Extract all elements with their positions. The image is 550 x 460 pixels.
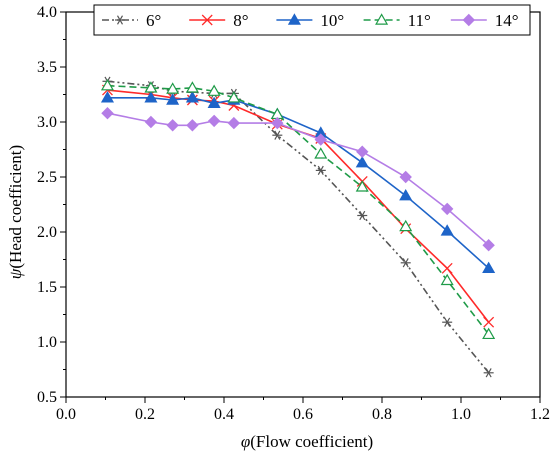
data-point [207, 114, 221, 128]
legend-item: 10° [276, 11, 344, 30]
data-point [356, 145, 369, 158]
x-tick-label: 1.2 [530, 406, 550, 423]
y-tick-label: 4.0 [37, 4, 57, 21]
series-layer [100, 76, 496, 378]
data-point [399, 219, 413, 232]
x-axis-title: φ(Flow coefficient) [241, 432, 373, 451]
series-2 [102, 84, 495, 328]
data-point [482, 327, 496, 340]
data-point [375, 13, 389, 25]
y-tick-label: 2.0 [37, 224, 57, 241]
plot-frame [65, 11, 541, 398]
series-1 [102, 76, 494, 378]
data-point [314, 133, 327, 146]
series-3 [100, 91, 496, 274]
data-point [399, 188, 413, 201]
series-5 [101, 106, 495, 252]
legend: 6° 8° 10° 11° 14° [93, 4, 531, 36]
y-axis-label: (Head coefficient) [6, 145, 25, 269]
data-point [440, 202, 454, 216]
data-point [355, 155, 369, 168]
data-point [144, 115, 158, 129]
x-tick-label: 1.0 [451, 406, 471, 423]
legend-label: 8° [233, 11, 248, 30]
data-point [166, 119, 179, 132]
legend-item: 6° [102, 11, 161, 30]
data-point [101, 106, 114, 120]
data-point [462, 13, 476, 27]
data-point [271, 116, 284, 130]
data-point [400, 258, 411, 268]
series-line [107, 80, 490, 374]
data-point [166, 93, 180, 105]
x-axis-label: (Flow coefficient) [250, 432, 373, 451]
x-axis-symbol: φ [241, 432, 250, 451]
y-tick-label: 2.5 [37, 169, 57, 186]
data-point [166, 82, 180, 94]
y-tick-label: 0.5 [37, 389, 57, 406]
data-point [100, 78, 115, 91]
data-point [144, 81, 158, 93]
y-tick-label: 1.0 [37, 334, 57, 351]
data-point [440, 224, 454, 236]
legend-item: 8° [189, 11, 249, 30]
data-point [115, 15, 125, 25]
data-point [227, 116, 241, 130]
data-point [399, 170, 412, 184]
data-point [482, 261, 496, 274]
x-tick-label: 0.8 [372, 406, 392, 423]
data-point [315, 165, 326, 176]
data-point [357, 210, 368, 221]
legend-label: 6° [146, 11, 161, 30]
x-tick-label: 0.4 [214, 406, 234, 423]
series-line [107, 89, 490, 323]
data-point [207, 84, 221, 96]
y-axis-title: ψ(Head coefficient) [6, 145, 25, 279]
legend-label: 14° [495, 11, 519, 30]
y-tick-label: 3.5 [37, 59, 57, 76]
legend-label: 11° [408, 11, 431, 30]
x-tick-label: 0.2 [135, 406, 155, 423]
data-point [201, 14, 213, 26]
legend-item: 14° [450, 11, 519, 30]
data-point [442, 317, 453, 327]
y-tick-label: 1.5 [37, 279, 57, 296]
legend-item: 11° [363, 11, 431, 30]
axes: 0.0 0.2 0.4 0.6 0.8 1.0 1.2 0.5 1.0 1.5 2.0 2.5 3.0 3… [37, 4, 550, 423]
y-axis-symbol: ψ [6, 268, 25, 279]
x-tick-label: 0.0 [56, 406, 76, 423]
series-4 [100, 78, 496, 340]
data-point [227, 91, 241, 103]
data-point [272, 130, 283, 140]
data-point [440, 273, 454, 286]
data-point [355, 180, 369, 192]
data-point [144, 91, 158, 103]
data-point [483, 316, 495, 328]
y-tick-label: 3.0 [37, 114, 57, 131]
data-point [314, 147, 328, 159]
data-point [207, 96, 221, 109]
legend-label: 10° [320, 11, 344, 30]
data-point [483, 368, 494, 378]
data-point [186, 119, 199, 132]
data-point [185, 91, 199, 103]
data-point [441, 262, 453, 274]
data-point [100, 91, 115, 103]
x-tick-label: 0.6 [293, 406, 313, 423]
data-point [287, 13, 301, 25]
data-point [185, 81, 199, 93]
data-point [482, 238, 495, 252]
